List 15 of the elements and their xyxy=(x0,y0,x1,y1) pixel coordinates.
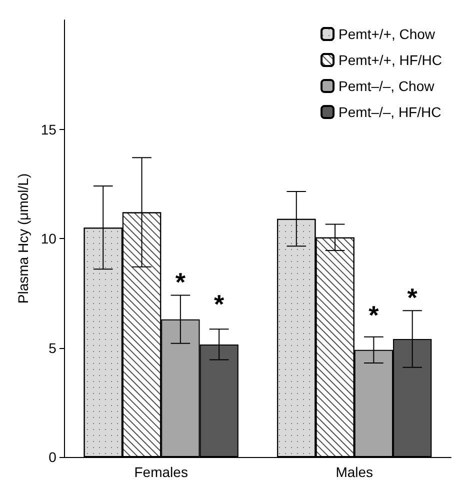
annotation: * xyxy=(175,267,186,298)
annotation: * xyxy=(368,300,380,330)
legend-label: Pemt+/+, HF/HC xyxy=(338,52,442,68)
legend-label: Pemt–/–, Chow xyxy=(338,78,436,94)
y-tick-label: 0 xyxy=(48,449,57,465)
x-tick-label: Males xyxy=(336,464,374,480)
y-tick-label: 5 xyxy=(48,340,57,356)
y-tick-label: 15 xyxy=(40,121,57,138)
y-tick-label: 10 xyxy=(40,230,57,246)
annotation: * xyxy=(214,289,226,320)
x-tick-label: Females xyxy=(134,464,188,480)
legend-label: Pemt–/–, HF/HC xyxy=(338,104,442,120)
y-axis-title: Plasma Hcy (μmol/L) xyxy=(15,173,31,304)
legend-label: Pemt+/+, Chow xyxy=(338,26,436,42)
annotation: * xyxy=(407,282,418,312)
